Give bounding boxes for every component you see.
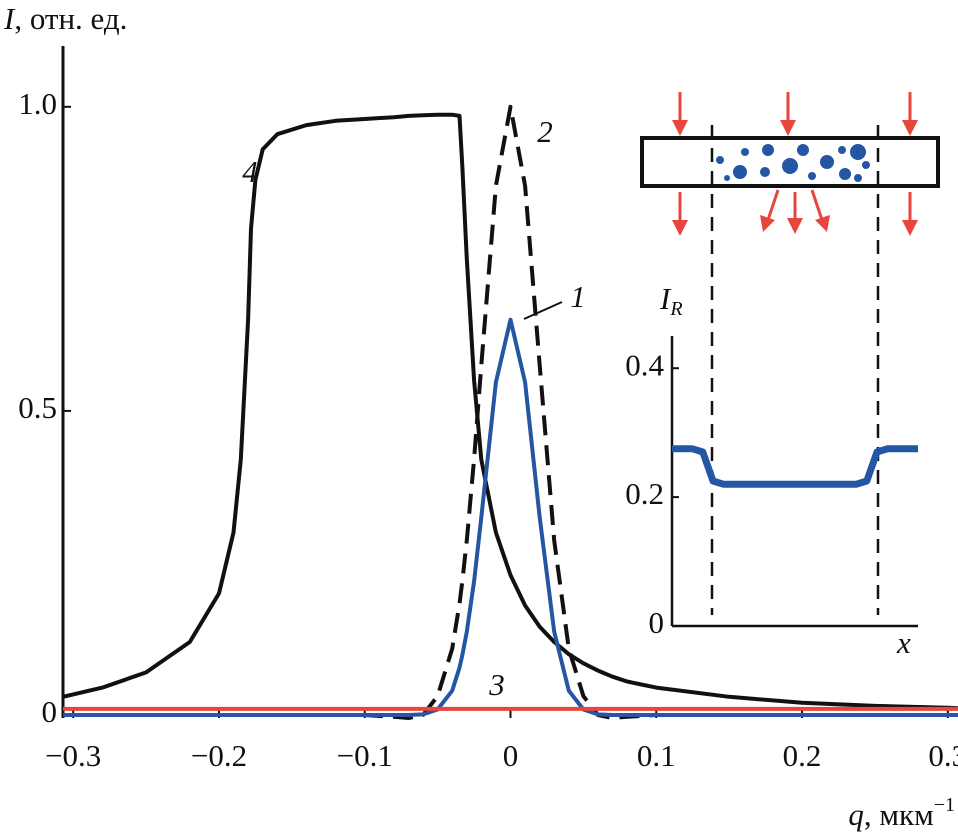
series-line (63, 317, 958, 717)
curve-label: 4 (242, 154, 258, 189)
inset-y-tick-label: 0.4 (625, 347, 664, 382)
x-tick-label: 0 (503, 738, 519, 773)
x-tick-label: −0.3 (45, 738, 101, 773)
x-tick-label: 0.2 (783, 738, 822, 773)
series-line (62, 112, 958, 711)
inset-x-label: x (896, 625, 911, 660)
x-tick-label: −0.1 (337, 738, 393, 773)
leader-line (523, 301, 563, 320)
schematic (640, 92, 940, 615)
inset-line (672, 445, 918, 488)
y-tick-label: 0 (42, 694, 58, 729)
x-tick-label: −0.2 (191, 738, 247, 773)
x-tick-label: 0.1 (637, 738, 676, 773)
y-tick-label: 0.5 (18, 390, 57, 425)
x-tick-label: 0.3 (928, 738, 958, 773)
inset-y-tick-label: 0 (649, 605, 665, 640)
y-tick-label: 1.0 (18, 86, 57, 121)
x-axis-label: q, мкм−1 (848, 794, 955, 833)
curve-label: 3 (488, 667, 505, 702)
inset-y-label: IR (659, 281, 683, 319)
curve-label: 2 (537, 114, 553, 149)
inset-y-tick-label: 0.2 (625, 476, 664, 511)
y-axis-label: I, отн. ед. (3, 1, 127, 36)
curve-label: 1 (570, 279, 586, 314)
